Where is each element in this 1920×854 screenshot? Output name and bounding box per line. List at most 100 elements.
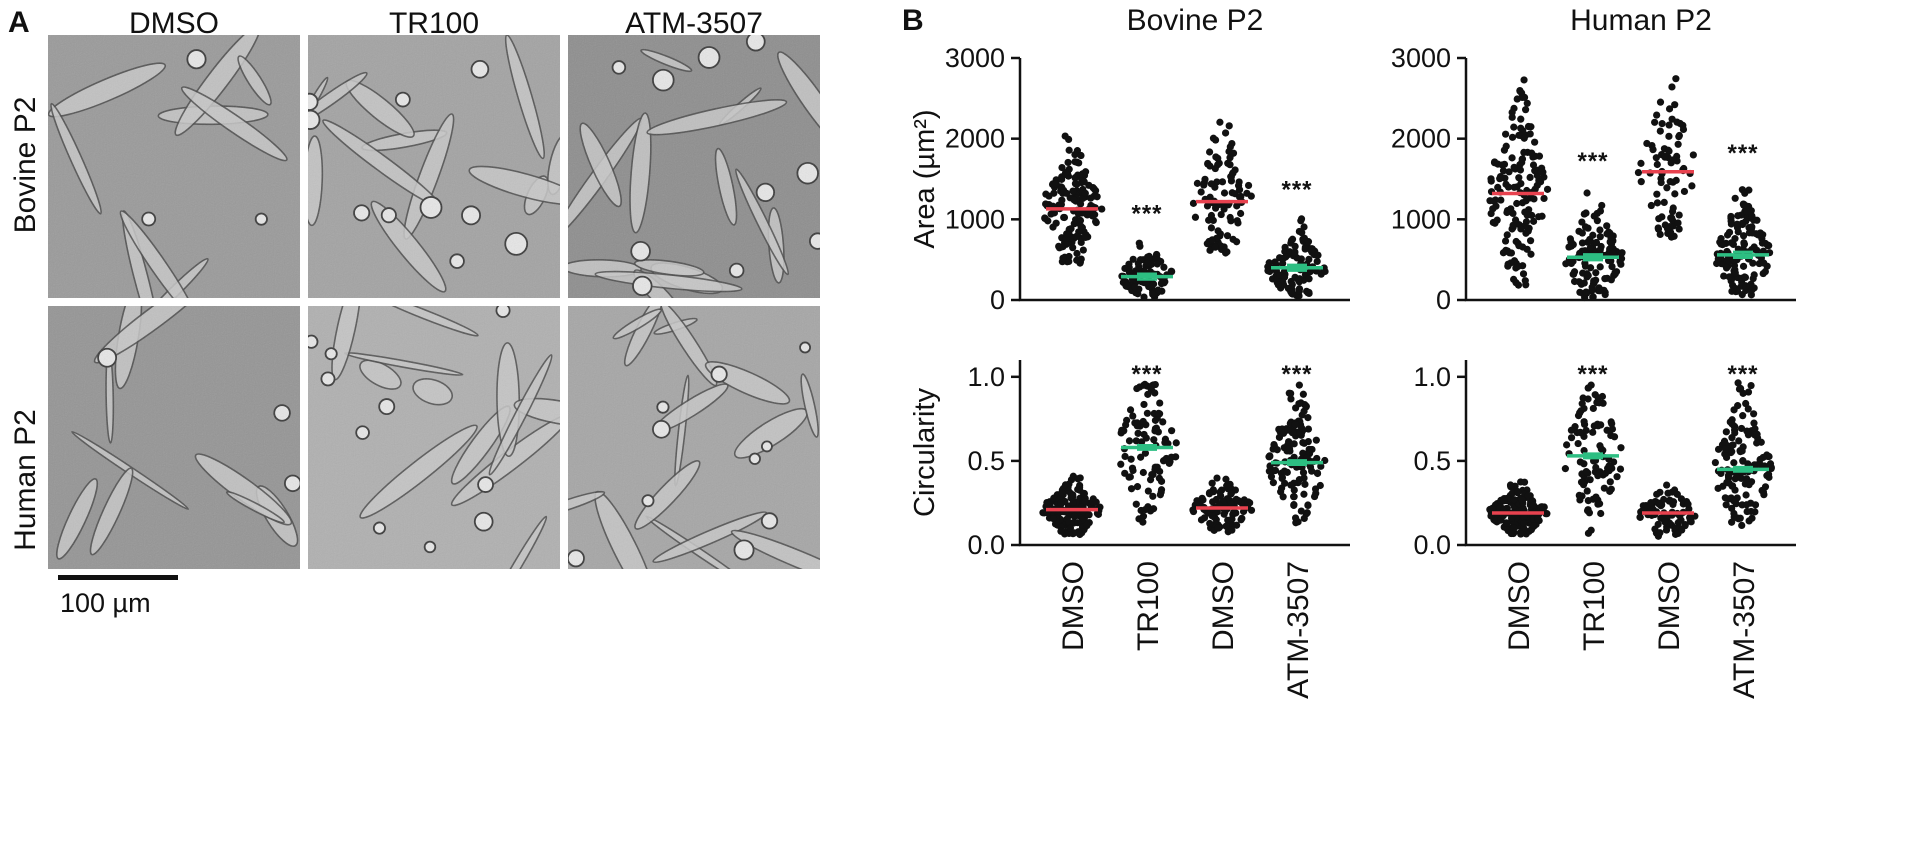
data-point [1189, 199, 1198, 207]
data-point [1045, 192, 1053, 200]
data-point [1310, 492, 1319, 501]
data-point [1172, 439, 1180, 447]
data-point [1291, 249, 1299, 257]
data-point [1582, 209, 1590, 217]
data-point [1570, 277, 1579, 286]
data-point [1744, 405, 1752, 413]
data-point [1596, 442, 1604, 450]
data-point [1562, 260, 1570, 268]
data-point [1510, 163, 1518, 171]
data-point [1271, 258, 1279, 266]
data-point [1656, 98, 1665, 106]
data-point [1201, 175, 1209, 183]
data-point [1500, 146, 1509, 154]
data-point [1052, 180, 1060, 188]
data-point [1616, 257, 1624, 266]
micrograph-human-atm3507 [568, 306, 820, 569]
data-point [1526, 237, 1535, 245]
data-point [1721, 494, 1729, 502]
data-point [1278, 474, 1286, 482]
data-point [1743, 427, 1751, 435]
data-point [1596, 287, 1604, 295]
data-point [1579, 269, 1587, 277]
data-point [1613, 473, 1621, 481]
data-point [1531, 185, 1539, 193]
data-point [1742, 282, 1750, 291]
data-point [1748, 223, 1756, 231]
data-point [1134, 259, 1142, 268]
data-point [1684, 500, 1692, 508]
data-point [1724, 471, 1733, 480]
data-point [1060, 213, 1069, 222]
data-point [1229, 235, 1237, 243]
data-point [1542, 510, 1550, 518]
data-point [1129, 412, 1137, 420]
data-point [1586, 476, 1594, 484]
data-point [1191, 213, 1200, 221]
y-tick-label: 0.0 [967, 530, 1005, 560]
data-point [1653, 190, 1661, 198]
data-point [1212, 204, 1220, 212]
data-point [1153, 260, 1161, 268]
data-point [1523, 211, 1531, 219]
data-point [1218, 178, 1227, 186]
data-point [1275, 425, 1283, 433]
data-point [1526, 130, 1534, 138]
data-point [1739, 262, 1748, 270]
data-point [1748, 514, 1756, 522]
data-point [1505, 249, 1514, 257]
y-tick-label: 0 [1436, 285, 1451, 315]
data-point [1222, 522, 1230, 530]
data-point [1213, 474, 1221, 482]
data-point [1205, 490, 1214, 498]
data-point [1058, 196, 1066, 204]
data-point [1750, 419, 1758, 427]
data-point [1127, 455, 1135, 463]
scale-bar [58, 575, 178, 580]
data-point [1537, 503, 1545, 511]
data-point [1159, 418, 1167, 426]
data-point [1522, 106, 1530, 114]
data-point [1581, 262, 1590, 270]
data-point [1740, 240, 1748, 248]
data-point [1592, 238, 1601, 247]
data-point [1151, 427, 1159, 435]
data-point [1675, 211, 1683, 219]
data-point [1733, 220, 1741, 228]
data-point [1059, 254, 1067, 262]
micrograph-human-dmso [48, 306, 300, 569]
data-point [1244, 181, 1253, 190]
data-point [1057, 499, 1065, 507]
chart-0: 0 1000 2000 3000 Bovine P2 Area (µm²) *** *** [909, 4, 1350, 315]
data-point [1717, 235, 1725, 243]
data-point [1216, 488, 1224, 496]
micrograph-grid [48, 35, 820, 569]
significance-label: *** [1727, 140, 1758, 167]
data-point [1660, 198, 1668, 207]
data-point [1678, 526, 1686, 534]
data-point [1589, 293, 1597, 301]
data-point [1606, 487, 1614, 495]
data-point [1508, 489, 1517, 497]
data-point [1538, 164, 1546, 172]
data-point [1600, 484, 1608, 492]
data-point [1229, 169, 1237, 177]
data-point [1741, 189, 1749, 197]
data-point [1751, 425, 1759, 433]
data-point [1735, 437, 1743, 445]
x-category-label: TR100 [1578, 561, 1611, 651]
data-point [1607, 234, 1615, 242]
data-point [1538, 212, 1546, 220]
y-tick-label: 2000 [1391, 124, 1451, 154]
data-point [1596, 263, 1604, 271]
data-point [1597, 509, 1605, 518]
data-point [1081, 233, 1089, 242]
data-point [1063, 230, 1071, 238]
data-point [1647, 201, 1655, 210]
data-point [1136, 242, 1144, 250]
data-point [1520, 76, 1528, 84]
data-point [1516, 161, 1524, 169]
data-point [1071, 174, 1079, 182]
data-point [1313, 469, 1322, 477]
data-point [1584, 384, 1592, 392]
